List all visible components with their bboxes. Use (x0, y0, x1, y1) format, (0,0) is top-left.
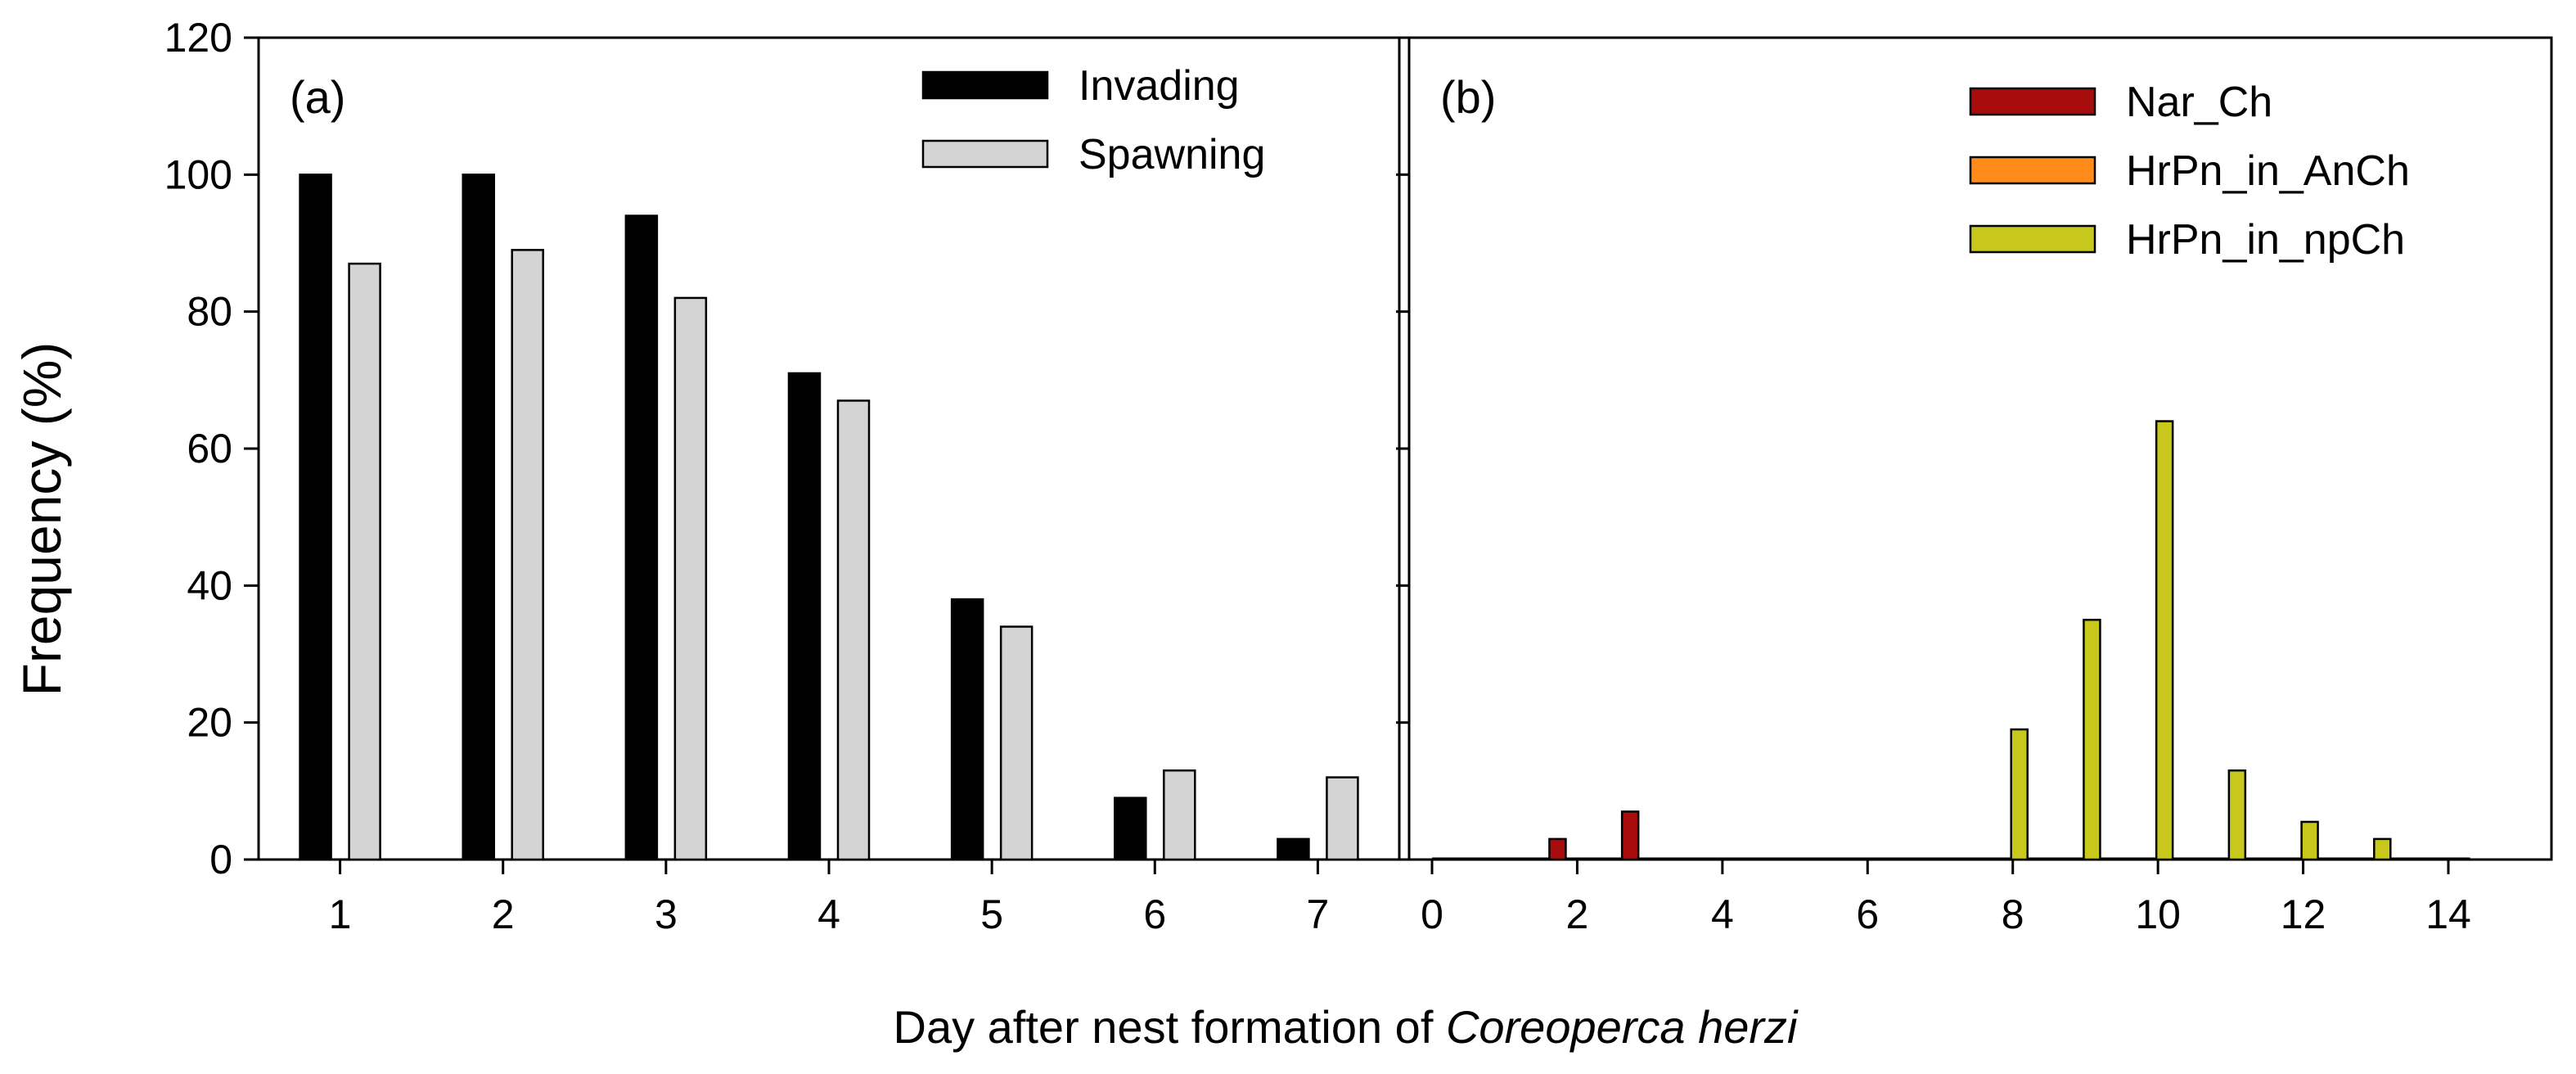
panel-b-bar-hrpn_in_npch (2155, 420, 2174, 861)
panel-b-x-tick-label: 12 (2281, 891, 2326, 937)
panel-b-bar-hrpn_in_npch (2300, 820, 2319, 861)
panel-a-x-tick-label: 4 (817, 891, 840, 937)
x-axis-title-text: Day after nest formation of (894, 1001, 1446, 1053)
panel-b-legend-swatch (1969, 156, 2096, 185)
panel-b-bar-hrpn_in_npch (2373, 837, 2392, 861)
panel-b-x-tick-label: 6 (1856, 891, 1879, 937)
panel-a-y-tick-label: 120 (164, 15, 232, 61)
panel-b-x-tick-label: 10 (2135, 891, 2181, 937)
panel-a-y-tick-label: 60 (187, 426, 232, 472)
panel-a-y-tick-label: 20 (187, 700, 232, 746)
panel-a-bar-spawning (1326, 776, 1359, 861)
panel-b-legend-swatch (1969, 87, 2096, 116)
panel-a-y-tick-label: 40 (187, 562, 232, 608)
panel-a-y-tick-label: 80 (187, 289, 232, 335)
panel-b-legend-label: HrPn_in_npCh (2126, 216, 2405, 264)
panel-a-legend-label: Spawning (1079, 131, 1265, 178)
panel-b-bar-hrpn_in_npch (2227, 769, 2247, 861)
panel-b-x-tick-label: 4 (1711, 891, 1734, 937)
panel-a-bar-spawning (1163, 769, 1196, 861)
panel-a-x-tick-label: 2 (492, 891, 515, 937)
panel-a-bar-spawning (348, 262, 381, 861)
panel-a-legend-swatch (921, 139, 1049, 169)
panel-a-x-tick-label: 3 (655, 891, 678, 937)
panel-a-x-tick-label: 5 (980, 891, 1003, 937)
panel-b-bar-hrpn_in_npch (2083, 618, 2101, 861)
panel-b-x-tick-label: 14 (2425, 891, 2471, 937)
panel-a-x-tick-label: 6 (1143, 891, 1166, 937)
panel-a-bar-spawning (836, 399, 871, 861)
x-axis-title-species: Coreoperca herzi (1446, 1001, 1799, 1053)
panel-a-bar-invading (624, 214, 659, 861)
panel-a-bar-invading (1277, 837, 1310, 861)
panel-a: 0 20 40 60 80 100 120 1 2 3 4 5 6 7 (a) Invading Spawnin… (164, 15, 1401, 937)
y-axis-title: Frequency (%) (11, 342, 72, 697)
panel-a-y-tick-label: 0 (209, 837, 232, 882)
panel-b-x-tick-label: 8 (2002, 891, 2024, 937)
panel-a-bar-invading (299, 174, 332, 861)
panel-b-x-tick-label: 0 (1421, 891, 1443, 937)
panel-a-x-tick-label: 1 (329, 891, 352, 937)
panel-b: 0 2 4 6 8 10 12 14 (b) Nar_Ch HrPn_in_AnCh HrPn_in_… (1396, 36, 2553, 937)
panel-b-bar-nar_ch (1620, 810, 1640, 861)
panel-b-bar-nar_ch (1548, 837, 1567, 861)
panel-b-bar-hrpn_in_npch (2010, 728, 2029, 861)
panel-a-bar-spawning (999, 625, 1034, 861)
panel-a-bar-spawning (511, 249, 544, 861)
panel-a-x-tick-label: 7 (1307, 891, 1330, 937)
panel-b-legend-label: Nar_Ch (2126, 79, 2272, 126)
panel-a-bar-invading (462, 174, 495, 861)
panel-b-x-tick-label: 2 (1566, 891, 1589, 937)
panel-a-bar-invading (950, 598, 984, 861)
panel-a-legend-swatch (921, 70, 1049, 100)
panel-a-bar-spawning (673, 296, 708, 861)
panel-b-label: (b) (1440, 71, 1496, 123)
panel-b-legend-label: HrPn_in_AnCh (2126, 147, 2410, 195)
panel-a-bar-invading (787, 372, 822, 861)
panel-a-legend-label: Invading (1079, 62, 1240, 110)
panel-a-y-tick-label: 100 (164, 151, 232, 197)
panel-a-bar-invading (1114, 796, 1147, 861)
panel-a-label: (a) (290, 71, 345, 123)
panel-b-legend-swatch (1969, 224, 2096, 254)
x-axis-title: Day after nest formation of Coreoperca h… (894, 1001, 1799, 1053)
